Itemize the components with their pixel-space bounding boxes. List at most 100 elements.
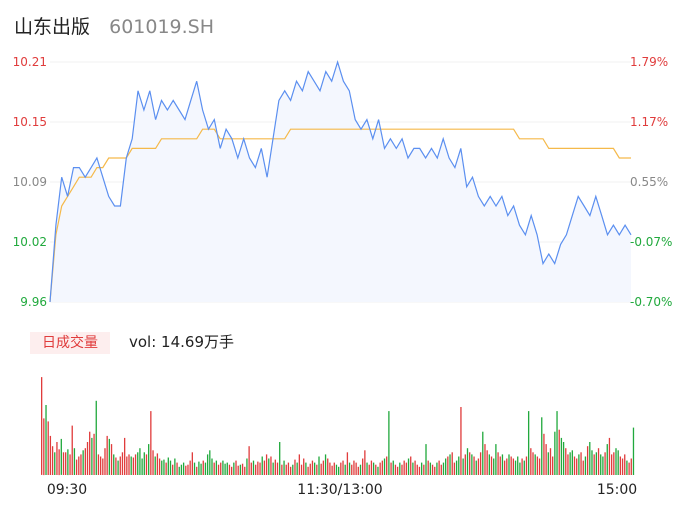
volume-bar [150, 411, 152, 475]
volume-bar [595, 452, 597, 475]
volume-bar [479, 452, 482, 475]
volume-bar [338, 466, 340, 475]
volume-bar [431, 464, 434, 475]
volume-bar [593, 454, 595, 475]
volume-bar [624, 454, 626, 475]
volume-bar [322, 460, 325, 475]
volume-bar [281, 464, 283, 475]
volume-bar [392, 460, 394, 475]
volume-tab[interactable]: 日成交量 [30, 332, 110, 354]
y-tick-label-right: -0.70% [630, 295, 672, 309]
volume-bar [113, 454, 115, 475]
volume-bar [95, 400, 97, 475]
volume-bar [405, 462, 408, 475]
volume-bar [386, 456, 388, 475]
volume-bar [67, 449, 69, 476]
volume-bar [381, 460, 383, 475]
volume-bar [196, 466, 198, 475]
volume-bar [305, 462, 307, 475]
volume-bar [239, 464, 242, 475]
volume-bar [106, 435, 108, 475]
volume-bar [224, 463, 226, 475]
volume-bar [202, 460, 204, 475]
volume-bar [451, 452, 453, 475]
volume-bar [375, 464, 377, 475]
x-axis: 09:30 11:30/13:00 15:00 [47, 482, 637, 498]
y-axis-left: 10.21 10.15 10.09 10.02 9.96 [13, 55, 47, 309]
volume-bar [399, 462, 401, 475]
volume-bar [591, 450, 593, 475]
volume-bar [362, 458, 364, 475]
volume-bar [252, 460, 255, 475]
volume-bar [469, 452, 471, 475]
volume-bar [300, 464, 303, 475]
volume-bar [530, 448, 532, 475]
volume-bar [110, 444, 113, 475]
volume-bar [222, 460, 224, 475]
volume-bar [440, 464, 442, 475]
volume-bar [117, 460, 119, 475]
volume-bar [464, 454, 466, 475]
volume-bar [335, 464, 338, 475]
volume-bar [137, 452, 139, 475]
y-tick-label-right: 0.55% [630, 175, 668, 189]
volume-bar [233, 462, 235, 475]
volume-bar [163, 459, 165, 475]
volume-bar [206, 454, 209, 475]
volume-bar [427, 460, 429, 475]
volume-bar [274, 459, 276, 475]
volume-bar [276, 462, 279, 475]
volume-bar [154, 456, 156, 475]
volume-bar [497, 452, 499, 475]
volume-bar [445, 458, 447, 475]
volume-bar [134, 454, 137, 475]
volume-bar [377, 466, 379, 475]
volume-bar [586, 446, 589, 475]
volume-bar [86, 442, 89, 475]
y-axis-right: 1.79% 1.17% 0.55% -0.07% -0.70% [630, 55, 672, 309]
volume-bar [560, 437, 563, 475]
volume-bar [538, 458, 541, 475]
volume-bar [198, 461, 200, 475]
volume-bar [503, 460, 506, 475]
volume-bar [139, 448, 141, 475]
volume-bar [617, 450, 619, 475]
stock-name: 山东出版 [14, 16, 91, 38]
volume-bar [331, 465, 333, 475]
volume-bar [204, 462, 207, 475]
volume-bar [279, 442, 281, 475]
volume-bar [458, 456, 460, 475]
volume-bar [246, 458, 248, 475]
volume-bar [372, 462, 375, 475]
volume-bar [619, 456, 622, 475]
volume-bar [438, 460, 440, 475]
volume-bar [554, 431, 556, 475]
volume-bar [263, 460, 266, 475]
volume-bar [525, 456, 528, 475]
volume-bar [412, 462, 414, 475]
volume-bar [388, 411, 390, 475]
volume-bar [521, 458, 523, 475]
volume-bar [49, 435, 52, 475]
volume-bar [213, 462, 215, 475]
volume-bar [379, 462, 381, 475]
volume-bar [58, 449, 60, 476]
volume-bar [359, 464, 362, 475]
volume-bar [493, 458, 495, 475]
y-tick-label-right: 1.17% [630, 115, 668, 129]
volume-bar [230, 466, 233, 475]
volume-bar [189, 460, 191, 475]
volume-bar [287, 462, 290, 475]
volume-bar [174, 458, 176, 475]
volume-bar [165, 462, 167, 475]
volume-bar [313, 462, 316, 475]
volume-bar [449, 454, 451, 475]
volume-bar [43, 418, 45, 476]
volume-bar [488, 454, 490, 475]
volume-bar [466, 448, 469, 475]
volume-bar [584, 456, 587, 475]
volume-bar [571, 450, 573, 475]
volume-bar [311, 460, 314, 475]
price-line [49, 59, 632, 303]
